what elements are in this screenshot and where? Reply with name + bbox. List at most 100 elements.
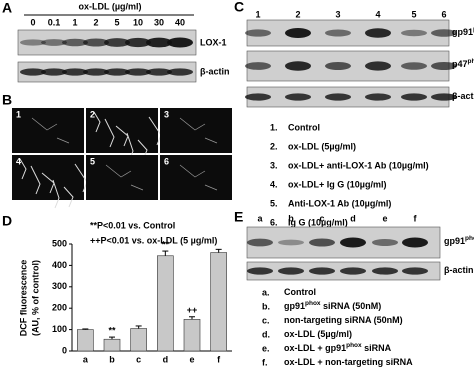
dose-label: 0.1 [48, 17, 61, 27]
band [167, 68, 193, 76]
image-number: 2 [90, 109, 95, 119]
y-tick-label: 400 [52, 260, 67, 270]
micrograph [86, 155, 158, 200]
image-number: 1 [16, 109, 21, 119]
legend-text: ox-LDL+ Ig G (10µg/ml) [288, 179, 386, 189]
error-bar [189, 316, 195, 320]
band [83, 38, 109, 47]
error-bar [162, 250, 169, 256]
x-tick-label: f [217, 354, 221, 364]
legend-text: Anti-LOX-1 Ab (10µg/ml) [288, 198, 391, 208]
legend-marker: b. [262, 301, 270, 311]
legend-marker: 6. [270, 217, 278, 227]
bar [210, 252, 227, 352]
y-tick-label: 200 [52, 303, 67, 313]
blot-label-part: gp91 [452, 27, 473, 37]
band [146, 37, 172, 48]
blot-label: LOX-1 [200, 37, 227, 47]
legend-text-part: ox-LDL + non-targeting siRNA [284, 357, 413, 367]
band [372, 267, 398, 275]
y-axis-label: DCF fluorescence [18, 260, 28, 337]
blot-label: β-actin [200, 66, 230, 76]
treatment-label: ox-LDL (µg/ml) [78, 1, 141, 11]
lane-label: c [319, 213, 324, 223]
panel-label: C [234, 0, 244, 15]
band [167, 37, 193, 48]
legend-marker: 4. [270, 179, 278, 189]
blot-label: gp91phox [452, 26, 474, 37]
legend-text-part: gp91 [284, 301, 305, 311]
band [372, 239, 398, 246]
band [104, 38, 130, 47]
error-bar [109, 336, 115, 340]
error-bar [82, 328, 89, 330]
band [401, 93, 427, 101]
lane-label: b [288, 213, 294, 223]
band [285, 61, 311, 71]
band [325, 62, 351, 70]
x-tick-label: d [163, 354, 169, 364]
annotation: **P<0.01 vs. Control [90, 220, 175, 230]
legend-text-part: phox [346, 342, 362, 349]
error-bar [215, 248, 222, 253]
micrograph [12, 108, 84, 153]
bar [77, 329, 94, 352]
legend-text-part: non-targeting siRNA (50nM) [284, 315, 403, 325]
band [20, 68, 46, 76]
legend-text: Control [288, 122, 320, 132]
legend-text: Control [284, 287, 316, 297]
dose-label: 30 [154, 17, 164, 27]
legend-marker: 1. [270, 122, 278, 132]
lane-label: 2 [295, 9, 300, 19]
lane-label: 6 [441, 9, 446, 19]
panel-label: B [2, 92, 12, 108]
x-tick-label: c [136, 354, 141, 364]
band [245, 62, 271, 70]
legend-text: Ig G (10µg/ml) [288, 217, 348, 227]
lane-label: a [257, 213, 263, 223]
lane-label: d [350, 213, 356, 223]
legend-marker: 5. [270, 198, 278, 208]
lane-label: 1 [255, 9, 260, 19]
legend-marker: a. [262, 287, 270, 297]
y-axis-label: (AU, % of control) [30, 260, 40, 336]
cell-outline [19, 158, 88, 209]
band [340, 237, 366, 248]
image-number: 5 [90, 156, 95, 166]
significance-marker: ** [108, 325, 116, 335]
blot-label-part: β-actin [452, 91, 474, 101]
image-number: 4 [16, 156, 21, 166]
dose-label: 5 [114, 17, 119, 27]
cell-outline [179, 164, 218, 191]
band [309, 238, 335, 247]
micrograph [160, 155, 232, 200]
dose-label: 1 [72, 17, 77, 27]
band [431, 93, 457, 101]
legend-marker: e. [262, 343, 270, 353]
legend-text: gp91phox siRNA (50nM) [284, 300, 381, 311]
lane-label: 4 [375, 9, 380, 19]
micrograph [160, 108, 232, 153]
legend-text-part: ox-LDL + gp91 [284, 343, 346, 353]
legend-marker: 3. [270, 160, 278, 170]
blot-label: β-actin [444, 265, 474, 275]
image-number: 3 [164, 109, 169, 119]
cell-outline [93, 111, 162, 162]
blot-label: p47phox [452, 58, 474, 69]
legend-text-part: Control [284, 287, 316, 297]
blot-label-part: phox [465, 235, 474, 242]
bar [157, 255, 174, 352]
band [285, 93, 311, 101]
legend-text: ox-LDL + gp91phox siRNA [284, 342, 392, 353]
panel-label: D [2, 213, 12, 229]
panel-label: A [2, 0, 12, 16]
band [431, 62, 457, 70]
legend-text: ox-LDL (5µg/ml) [288, 141, 356, 151]
bar [183, 319, 201, 352]
image-number: 6 [164, 156, 169, 166]
error-bar [135, 325, 142, 329]
band [365, 93, 391, 101]
dose-label: 2 [93, 17, 98, 27]
band [41, 68, 67, 76]
legend-text-part: ox-LDL (5µg/ml) [284, 329, 352, 339]
